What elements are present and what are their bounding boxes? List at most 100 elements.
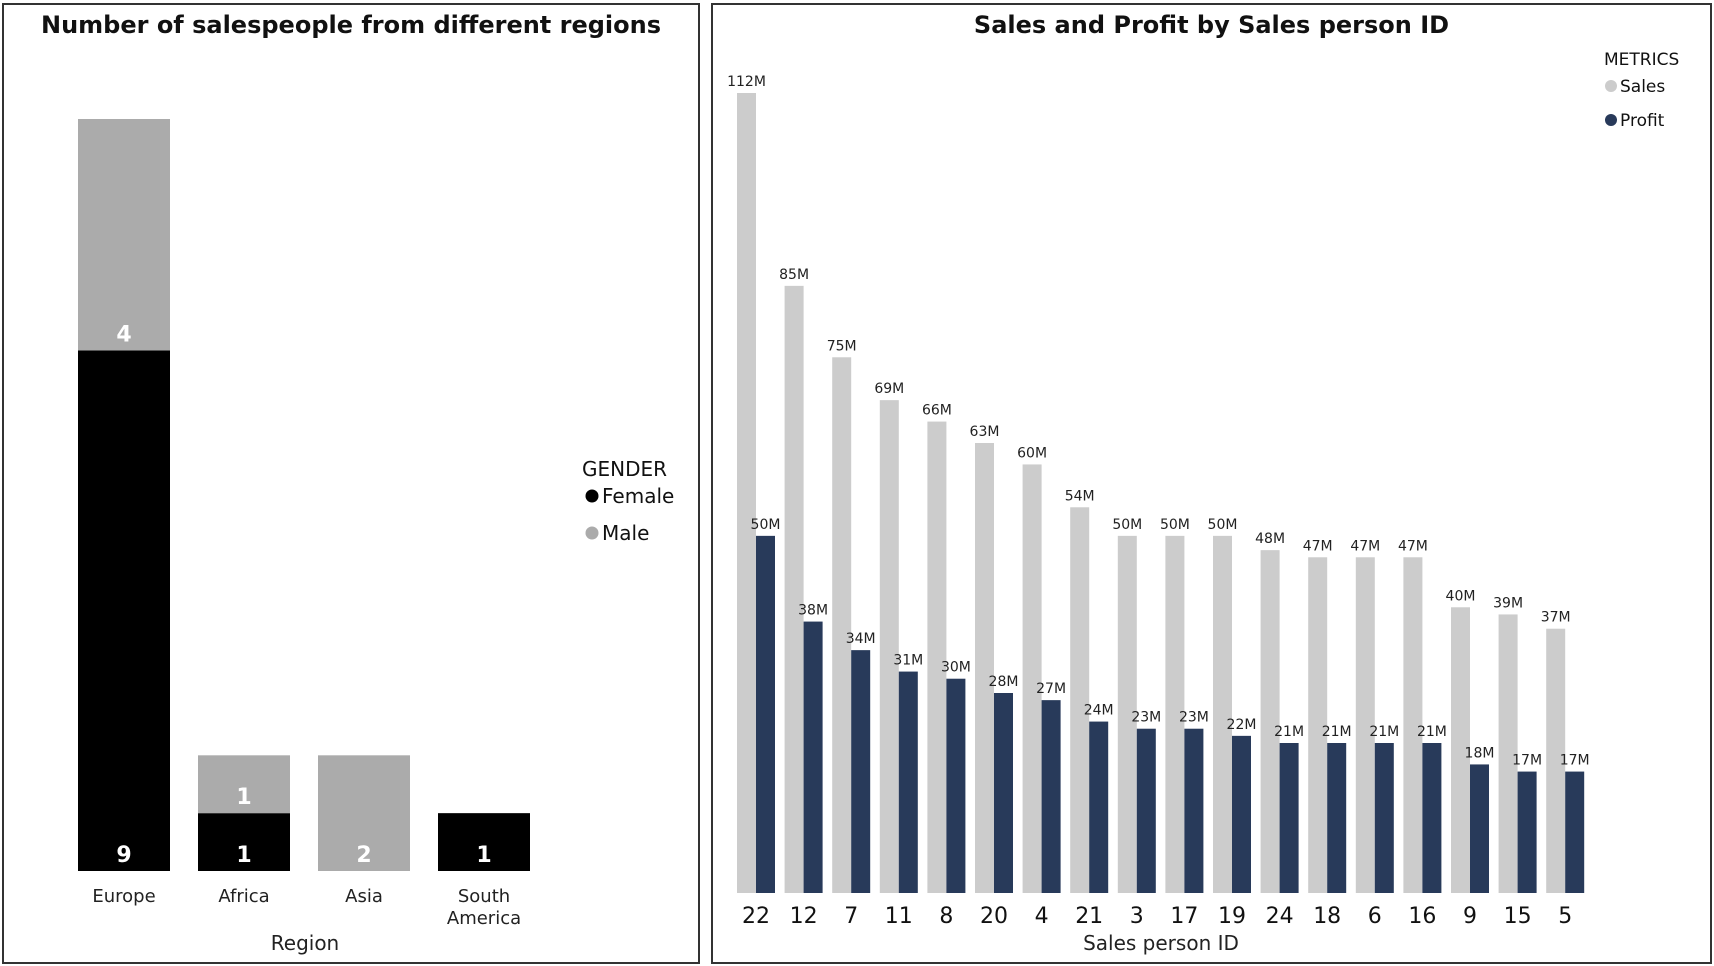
region-chart-panel: Number of salespeople from different reg… (2, 3, 700, 964)
bar-id-24-profit[interactable] (1279, 743, 1299, 893)
bar-id-18-sales[interactable] (1308, 557, 1328, 893)
legend-dot-profit[interactable] (1605, 114, 1617, 126)
value-label-8-sales: 66M (922, 403, 952, 419)
bar-id-9-profit[interactable] (1470, 764, 1489, 893)
bar-south-america-female[interactable] (438, 813, 530, 871)
salesperson-tick-24: 24 (1266, 904, 1294, 929)
bar-id-8-profit[interactable] (946, 678, 966, 893)
salesperson-tick-12: 12 (790, 904, 818, 929)
value-label-4-profit: 27M (1036, 681, 1066, 697)
value-label-21-profit: 24M (1084, 703, 1114, 719)
bar-asia-male[interactable] (318, 755, 410, 871)
value-label-21-sales: 54M (1065, 488, 1095, 504)
bar-europe-male[interactable] (78, 119, 170, 351)
value-label-6-profit: 21M (1369, 724, 1399, 740)
region-chart: 9 4 1 1 2 1 Europe Africa Asia South America Regi… (78, 119, 674, 955)
bar-id-6-profit[interactable] (1374, 743, 1394, 893)
bar-id-19-profit[interactable] (1232, 735, 1251, 893)
salesperson-tick-17: 17 (1170, 904, 1198, 929)
bar-label-south-america-female: 1 (476, 843, 491, 868)
legend-dot-sales[interactable] (1605, 80, 1617, 92)
bar-id-11-profit[interactable] (898, 671, 918, 893)
salesperson-tick-20: 20 (980, 904, 1008, 929)
value-label-19-profit: 22M (1227, 717, 1257, 733)
legend-label-male[interactable]: Male (602, 521, 649, 545)
bar-id-12-profit[interactable] (803, 621, 823, 893)
value-label-20-profit: 28M (989, 674, 1019, 690)
bar-id-20-sales[interactable] (975, 443, 994, 893)
bar-id-11-sales[interactable] (879, 400, 899, 893)
salesperson-tick-3: 3 (1130, 904, 1144, 929)
bar-id-16-profit[interactable] (1422, 743, 1442, 893)
bar-id-12-sales[interactable] (784, 285, 804, 893)
bar-id-5-profit[interactable] (1565, 771, 1585, 893)
bar-id-7-profit[interactable] (851, 650, 871, 893)
value-label-24-sales: 48M (1255, 531, 1285, 547)
salesperson-tick-19: 19 (1218, 904, 1246, 929)
bar-id-3-sales[interactable] (1117, 535, 1137, 893)
region-tick-south-america: South America (447, 886, 521, 929)
salesperson-tick-15: 15 (1504, 904, 1532, 929)
value-label-15-sales: 39M (1493, 595, 1523, 611)
value-label-20-sales: 63M (970, 424, 1000, 440)
bar-id-19-sales[interactable] (1213, 535, 1232, 893)
value-label-17-profit: 23M (1179, 710, 1209, 726)
bar-id-15-profit[interactable] (1517, 771, 1537, 893)
bar-id-7-sales[interactable] (832, 357, 852, 893)
value-label-19-sales: 50M (1208, 517, 1238, 533)
bar-id-3-profit[interactable] (1136, 728, 1156, 893)
salesperson-tick-4: 4 (1035, 904, 1049, 929)
bar-id-21-sales[interactable] (1070, 507, 1090, 893)
salesperson-tick-7: 7 (844, 904, 858, 929)
bar-id-17-sales[interactable] (1165, 535, 1185, 893)
legend-label-sales[interactable]: Sales (1620, 77, 1665, 97)
value-label-9-profit: 18M (1465, 745, 1495, 761)
legend-label-profit[interactable]: Profit (1620, 111, 1665, 131)
value-label-7-sales: 75M (827, 338, 857, 354)
bar-id-22-sales[interactable] (737, 93, 756, 893)
region-axis-label: Region (271, 931, 339, 955)
value-label-6-sales: 47M (1350, 538, 1380, 554)
value-label-15-profit: 17M (1512, 753, 1542, 769)
bar-id-5-sales[interactable] (1546, 628, 1566, 893)
value-label-5-profit: 17M (1560, 753, 1590, 769)
value-label-11-profit: 31M (893, 653, 923, 669)
bar-label-europe-male: 4 (116, 322, 131, 347)
bar-id-8-sales[interactable] (927, 421, 947, 893)
bar-europe-female[interactable] (78, 350, 170, 871)
bar-id-18-profit[interactable] (1327, 743, 1347, 893)
value-label-3-sales: 50M (1112, 517, 1142, 533)
metrics-legend-title: METRICS (1604, 50, 1679, 70)
value-label-3-profit: 23M (1131, 710, 1161, 726)
value-label-5-sales: 37M (1541, 610, 1571, 626)
value-label-7-profit: 34M (846, 631, 876, 647)
bar-id-15-sales[interactable] (1498, 614, 1518, 893)
salesperson-tick-16: 16 (1408, 904, 1436, 929)
value-label-12-profit: 38M (798, 603, 828, 619)
bar-id-4-sales[interactable] (1022, 464, 1042, 893)
region-chart-title: Number of salespeople from different reg… (40, 11, 662, 39)
bar-id-9-sales[interactable] (1451, 607, 1470, 893)
salesperson-tick-5: 5 (1558, 904, 1572, 929)
bar-label-africa-female: 1 (236, 843, 251, 868)
value-label-8-profit: 30M (941, 660, 971, 676)
region-tick-europe: Europe (92, 886, 155, 907)
bar-id-20-profit[interactable] (994, 693, 1013, 893)
value-label-12-sales: 85M (779, 267, 809, 283)
value-label-11-sales: 69M (874, 381, 904, 397)
bar-id-21-profit[interactable] (1089, 721, 1109, 893)
bar-id-16-sales[interactable] (1403, 557, 1423, 893)
legend-dot-female[interactable] (585, 489, 599, 503)
bar-id-4-profit[interactable] (1041, 700, 1061, 893)
region-tick-africa: Africa (218, 886, 269, 907)
bar-id-6-sales[interactable] (1355, 557, 1375, 893)
bar-id-17-profit[interactable] (1184, 728, 1204, 893)
legend-label-female[interactable]: Female (602, 484, 674, 508)
bar-africa-female[interactable] (198, 813, 290, 871)
bar-label-asia-male: 2 (356, 843, 371, 868)
value-label-4-sales: 60M (1017, 445, 1047, 461)
bar-id-22-profit[interactable] (756, 535, 775, 893)
bar-id-24-sales[interactable] (1260, 550, 1280, 893)
legend-dot-male[interactable] (585, 526, 599, 540)
bar-africa-male[interactable] (198, 755, 290, 814)
